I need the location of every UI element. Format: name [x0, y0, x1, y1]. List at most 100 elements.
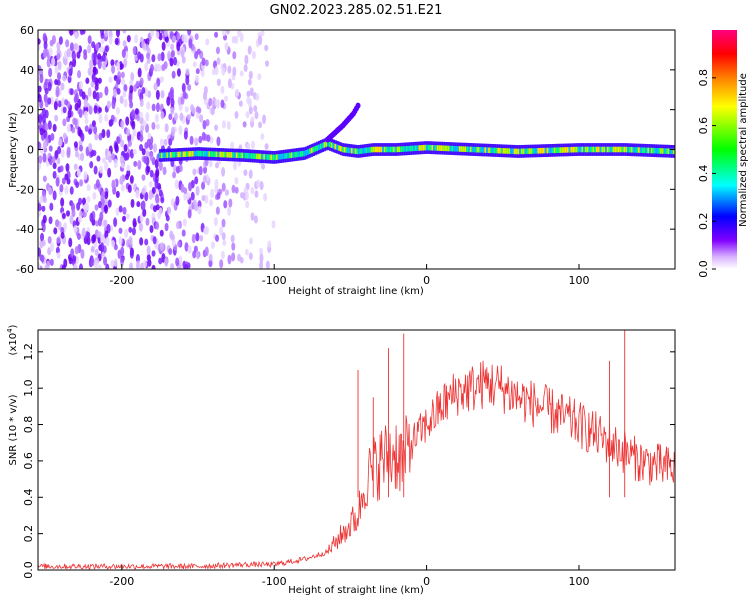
spectrogram-noise-cell	[64, 185, 69, 195]
spectrogram-signal-cell	[630, 146, 634, 153]
colorbar-tick-label: 0.0	[697, 260, 710, 278]
spectrogram-signal-cell	[650, 147, 654, 154]
spectrogram-noise-cell	[61, 264, 66, 269]
spectrogram-noise-cell	[166, 96, 171, 107]
spectrogram-noise-cell	[118, 236, 123, 245]
spectrogram-noise-cell	[60, 197, 65, 207]
spectrogram-signal-cell	[275, 154, 279, 160]
spectrogram-signal-cell	[391, 146, 394, 153]
spectrogram-noise-cell	[265, 260, 270, 269]
spectrogram-noise-cell	[105, 263, 110, 269]
spectrogram-signal-cell	[531, 148, 535, 154]
spectrogram-noise-cell	[127, 139, 132, 147]
spectrogram-signal-cell	[495, 147, 498, 154]
spectrogram-noise-cell	[58, 138, 63, 147]
spectrogram-noise-cell	[206, 134, 211, 142]
spectrogram-noise-cell	[251, 140, 256, 150]
spectrogram-signal-cell	[652, 147, 656, 154]
spectrogram-noise-cell	[73, 225, 78, 233]
colorbar-title: Normalized spectral amplitude	[738, 73, 749, 227]
spectrogram-signal-cell	[606, 146, 610, 153]
snr-x-tick-label: -200	[109, 575, 134, 588]
spectrogram-signal-cell	[665, 148, 668, 154]
spectrogram-noise-cell	[98, 113, 103, 124]
spectrogram-signal-cell	[213, 151, 217, 158]
spectrogram-noise-cell	[130, 198, 135, 208]
spectrogram-noise-cell	[199, 235, 204, 242]
spectrogram-noise-cell	[101, 190, 106, 198]
spectrogram-noise-cell	[208, 97, 213, 107]
spectrogram-signal-cell	[608, 146, 612, 153]
spectrogram-noise-cell	[59, 184, 64, 193]
spectrogram-signal-cell	[491, 147, 495, 154]
spectrogram-signal-cell	[294, 151, 297, 158]
spectrogram-noise-cell	[83, 97, 88, 108]
spectrogram-noise-cell	[79, 179, 84, 187]
spectrogram-signal-cell	[316, 145, 319, 151]
spectrogram-signal-cell	[636, 147, 639, 153]
spectrogram-signal-cell	[517, 148, 520, 155]
figure-title: GN02.2023.285.02.51.E21	[270, 3, 443, 18]
spectrogram-noise-cell	[87, 44, 92, 54]
spectrogram-noise-cell	[72, 255, 77, 262]
spectrogram-noise-cell	[88, 142, 93, 152]
spectrogram-noise-cell	[204, 225, 209, 235]
spectrogram-noise-cell	[139, 111, 144, 119]
spectrogram-noise-cell	[134, 108, 139, 115]
spectrogram-noise-cell	[158, 257, 163, 265]
spectrogram-noise-cell	[195, 185, 200, 196]
spectrogram-noise-cell	[64, 99, 69, 106]
spectrogram-noise-cell	[120, 246, 125, 256]
spectrogram-noise-cell	[140, 124, 145, 132]
spectrogram-signal-cell	[535, 148, 539, 154]
spectrogram-signal-cell	[658, 148, 661, 154]
spectrogram-signal-cell	[564, 147, 568, 153]
snr-frame	[37, 329, 676, 571]
spectrogram-signal-cell	[528, 148, 531, 154]
spectrogram-noise-cell	[257, 73, 262, 81]
spectrogram-noise-cell	[221, 167, 226, 177]
spectrogram-signal-cell	[363, 147, 367, 154]
spectrogram-noise-cell	[210, 106, 215, 116]
spectrogram-noise-cell	[48, 216, 53, 225]
spectrogram-noise-cell	[146, 253, 151, 262]
spectrogram-noise-cell	[149, 169, 154, 178]
snr-scale-close: )	[8, 324, 19, 328]
spectrogram-noise-cell	[69, 30, 74, 36]
spectrogram-signal-cell	[350, 147, 354, 154]
spectrogram-signal-cell	[259, 153, 262, 160]
spectrogram-noise-cell	[129, 249, 134, 259]
spectrogram-noise-cell	[160, 90, 165, 99]
spectrogram-noise-cell	[139, 143, 144, 152]
snr-scale-label: (x104)	[6, 324, 19, 355]
spectrogram-signal-cell	[418, 145, 421, 151]
colorbar-gradient	[712, 30, 737, 269]
spectrogram-noise-cell	[119, 155, 124, 165]
spectrogram-signal-cell	[621, 146, 624, 153]
spectrogram-signal-cell	[590, 146, 593, 153]
spectrogram-signal-cell	[553, 147, 557, 154]
spectrogram-noise-cell	[148, 142, 153, 151]
spectrogram-noise-cell	[114, 37, 119, 45]
spectrogram-noise-cell	[188, 38, 193, 49]
spectrogram-noise-cell	[181, 229, 186, 237]
spectrogram-signal-cell	[158, 152, 162, 159]
spectrogram-noise-cell	[105, 236, 110, 247]
spectrogram-noise-cell	[172, 171, 177, 179]
spectrogram-signal-cell	[484, 147, 487, 153]
spectrogram-signal-cell	[603, 146, 606, 153]
spectrogram-signal-cell	[277, 154, 281, 160]
spectrogram-noise-cell	[93, 125, 98, 135]
spectrogram-noise-cell	[128, 226, 133, 233]
spectrogram-noise-cell	[139, 116, 144, 125]
spectrogram-noise-cell	[165, 215, 170, 222]
spectrogram-noise-cell	[57, 60, 62, 71]
spectrogram-signal-cell	[303, 150, 306, 157]
spectrogram-signal-cell	[533, 148, 537, 154]
spectrogram-signal-cell	[261, 153, 264, 160]
spectrogram-noise-cell	[216, 78, 221, 87]
spectrogram-noise-cell	[65, 210, 70, 217]
spectrogram-noise-cell	[201, 57, 206, 66]
spectrogram-noise-cell	[159, 138, 164, 147]
spectrogram-noise-cell	[55, 177, 60, 187]
